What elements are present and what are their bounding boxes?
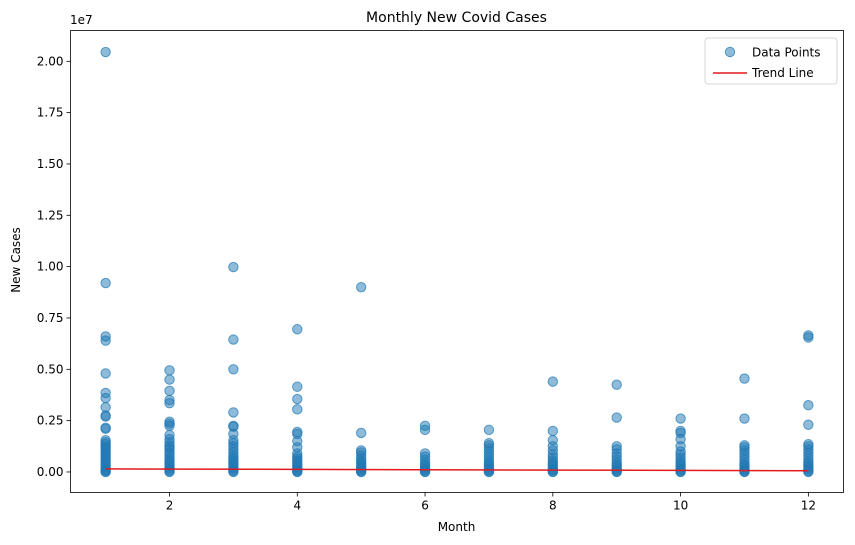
data-point [164, 385, 175, 397]
data-point [803, 332, 814, 343]
data-point [228, 407, 239, 418]
data-point [739, 373, 750, 384]
y-axis-ticks: 0.00 0.25 0.50 0.75 1.00 1.25 1.50 1.75 2.00 [37, 54, 71, 479]
x-tick-label: 10 [673, 499, 688, 513]
data-point [228, 364, 239, 375]
data-point [803, 466, 814, 478]
data-points-series [100, 46, 814, 478]
data-point [292, 404, 303, 415]
y-tick-label: 2.00 [37, 54, 64, 68]
data-point [100, 368, 111, 379]
legend: Data Points Trend Line [704, 37, 838, 85]
y-tick-label: 1.00 [37, 260, 64, 274]
data-point [164, 397, 175, 409]
data-point [164, 420, 175, 431]
data-point [547, 466, 559, 478]
x-tick-label: 2 [166, 499, 174, 513]
data-point [419, 424, 431, 436]
data-point [228, 261, 239, 273]
data-point [611, 466, 622, 478]
data-point [803, 400, 814, 411]
data-point [803, 419, 814, 430]
data-point [292, 381, 303, 392]
legend-label-data-points: Data Points [752, 46, 821, 60]
y-tick-label: 1.50 [37, 157, 64, 171]
data-point [739, 413, 750, 424]
data-point [164, 365, 175, 376]
trend-line-series [105, 468, 809, 472]
y-tick-label: 1.25 [37, 208, 64, 222]
y-tick-label: 0.50 [37, 362, 64, 376]
chart-title: Monthly New Covid Cases [366, 10, 547, 26]
data-point [483, 424, 495, 436]
x-tick-label: 4 [293, 499, 301, 513]
y-tick-label: 0.00 [37, 465, 64, 479]
data-point [675, 466, 686, 478]
legend-label-trend-line: Trend Line [751, 66, 814, 80]
x-tick-label: 12 [801, 499, 816, 513]
legend-marker-data-points [724, 46, 736, 58]
data-point [611, 412, 622, 423]
data-point [164, 374, 175, 385]
data-point [100, 335, 111, 346]
data-point [100, 392, 111, 404]
data-point [611, 379, 622, 390]
y-tick-label: 0.25 [37, 414, 64, 428]
y-offset-label: 1e7 [70, 13, 93, 27]
x-tick-label: 8 [549, 499, 557, 513]
data-point [100, 277, 111, 289]
data-point [100, 46, 111, 58]
data-point [483, 466, 495, 478]
data-point [355, 281, 367, 293]
y-tick-label: 1.75 [37, 106, 64, 120]
y-tick-label: 0.75 [37, 311, 64, 325]
data-point [547, 376, 559, 387]
data-point [100, 411, 111, 422]
data-point [739, 466, 750, 478]
x-axis-ticks: 2 4 6 8 10 12 [166, 492, 816, 513]
plot-frame [70, 30, 844, 493]
y-axis-label: New Cases [9, 227, 23, 293]
data-point [228, 334, 239, 345]
data-point [292, 324, 303, 335]
data-point [675, 413, 686, 424]
data-point [355, 466, 367, 478]
x-tick-label: 6 [421, 499, 429, 513]
x-axis-label: Month [438, 520, 476, 534]
data-point [355, 427, 367, 439]
data-point [419, 466, 431, 478]
trend-line [105, 468, 809, 472]
data-point [100, 423, 111, 435]
data-point [292, 393, 303, 405]
data-point [547, 425, 559, 437]
